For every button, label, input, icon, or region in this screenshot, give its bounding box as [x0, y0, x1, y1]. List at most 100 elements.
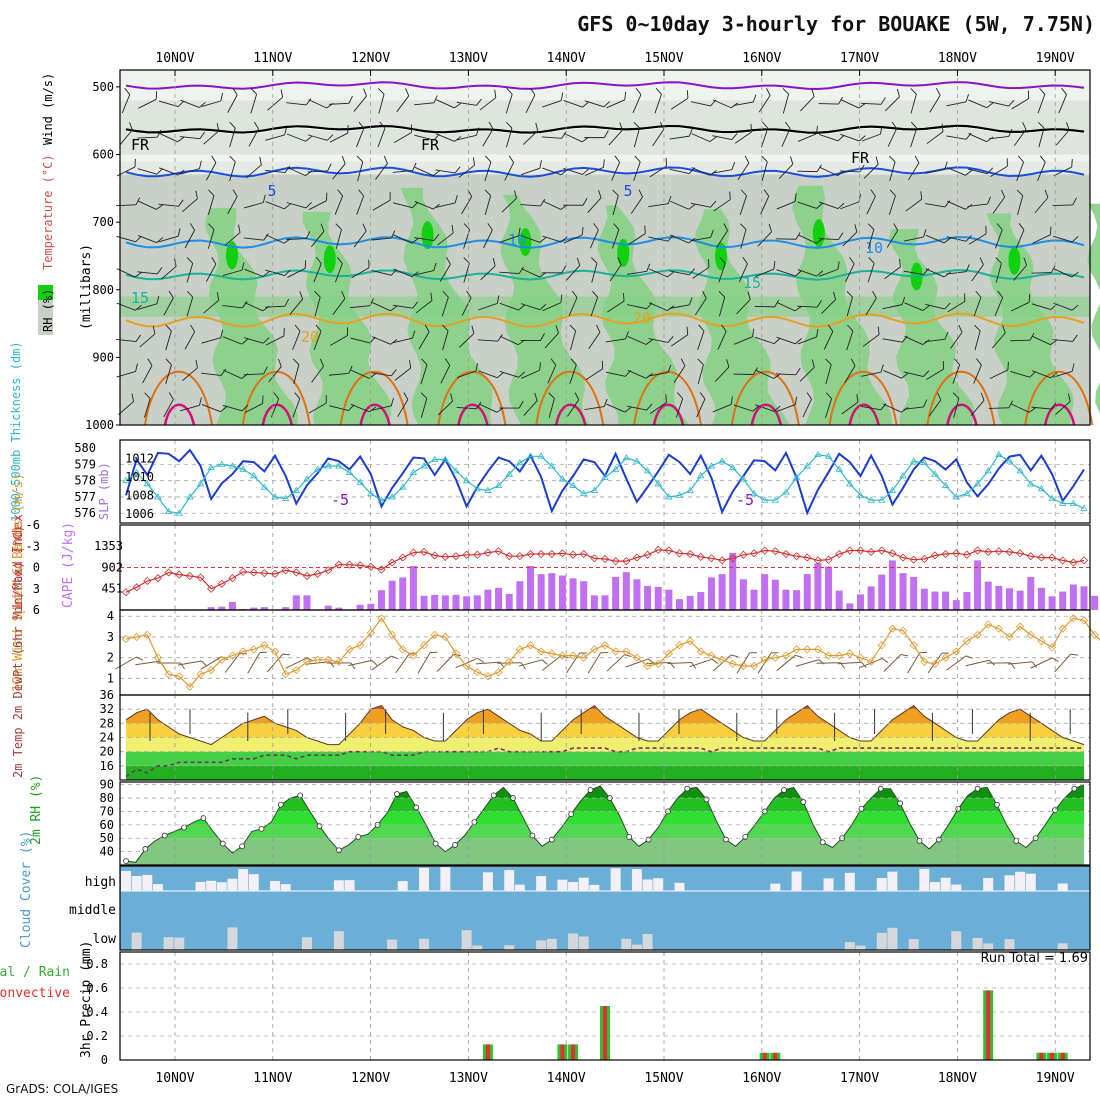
wind-barb-flag	[539, 236, 547, 243]
wind-barb-flag	[347, 124, 349, 134]
wind-barb-shaft	[506, 127, 513, 148]
wind-barb-flag	[358, 121, 365, 129]
wind-barb	[1015, 223, 1025, 249]
wind-barb-flag	[667, 336, 674, 343]
wind-barb-shaft	[378, 94, 385, 114]
thickness-marker	[260, 483, 269, 490]
rh-plume	[986, 213, 1074, 425]
wind-barb	[184, 223, 195, 249]
wind-barb-flag	[178, 199, 184, 207]
surface-wind-flag	[711, 658, 719, 664]
wind-barb-flag	[806, 392, 812, 400]
wind-barb-shaft	[505, 94, 513, 114]
wind-barb-flag	[646, 403, 653, 411]
thickness-marker	[909, 457, 918, 464]
cloud-low-block	[876, 932, 887, 950]
wind-barb	[797, 269, 824, 277]
wind-speed-marker	[430, 630, 439, 639]
wind-barb	[608, 122, 623, 146]
wind-barb-flag	[446, 257, 451, 265]
wind-barb-flag	[315, 324, 322, 332]
wind-barb-shaft	[648, 268, 668, 278]
wind-speed-marker	[398, 645, 407, 654]
wind-barb	[884, 258, 901, 280]
li-marker	[898, 553, 908, 562]
wind-barb	[988, 400, 1014, 409]
thickness-marker	[441, 455, 450, 462]
wind-barb-shaft	[314, 296, 321, 317]
wind-barb-shaft	[203, 130, 220, 145]
wind-barb	[925, 268, 951, 278]
wind-barb	[313, 256, 322, 283]
cloud-high-block	[280, 884, 291, 891]
wind-barb	[925, 161, 948, 174]
cloud-low-block	[504, 945, 515, 950]
wind-barb-flag	[405, 88, 410, 96]
bottom-date-label: 18NOV	[938, 1071, 977, 1086]
surface-wind-shaft	[135, 660, 160, 666]
wind-barb-shaft	[334, 195, 344, 215]
wind-barb-flag	[702, 290, 707, 299]
thickness-marker	[345, 468, 354, 475]
wind-barb	[1016, 155, 1024, 181]
wind-barb	[159, 133, 185, 143]
wind-barb-shaft	[861, 133, 881, 142]
wind-barb-shaft	[652, 129, 665, 147]
wind-barb-shaft	[846, 296, 853, 317]
li-marker	[473, 550, 482, 559]
wind-barb	[461, 290, 472, 316]
cloud-low-block	[419, 938, 430, 950]
wind-barb-flag	[315, 256, 322, 264]
surface-wind-shaft	[518, 659, 543, 667]
wind-barb-shaft	[1011, 98, 1029, 110]
temp-band	[126, 705, 1084, 710]
wind-barb	[268, 358, 282, 383]
wind-barb-flag	[356, 155, 364, 163]
isotherm-25	[926, 370, 996, 426]
wind-barb-flag	[1071, 304, 1079, 311]
wind-barb	[137, 267, 163, 275]
surface-wind-barb	[566, 652, 587, 674]
wind-barb-shaft	[973, 297, 982, 317]
wind-barb	[372, 192, 391, 211]
wind-barb-shaft	[563, 167, 583, 175]
y-label-precip-conv: Convective	[0, 986, 70, 1001]
surface-wind-flag	[795, 654, 803, 658]
li-marker	[292, 568, 301, 577]
cloud-high-block	[142, 874, 153, 891]
cape-bar	[707, 577, 715, 610]
wind-barb	[115, 197, 141, 207]
wind-barb-shaft	[690, 202, 711, 208]
wind-barb-shaft	[778, 163, 794, 180]
isotherm-label: 20	[301, 328, 319, 346]
wind-barb	[782, 88, 790, 114]
wind-barb-shaft	[924, 338, 945, 343]
wind-barb-shaft	[292, 331, 301, 350]
wind-barb-flag	[211, 256, 217, 265]
wind-barb-flag	[624, 91, 627, 100]
wind-barb-shaft	[713, 199, 731, 212]
wind-barb	[165, 358, 172, 384]
li-marker	[515, 552, 524, 561]
wind-speed-marker	[749, 661, 759, 671]
wind-barb-shaft	[420, 364, 428, 384]
thickness-tick-label: 580	[74, 441, 96, 455]
thickness-marker	[473, 485, 481, 492]
wind-barb-shaft	[414, 166, 434, 176]
cloud-high-block	[504, 870, 515, 891]
wind-barb	[328, 95, 353, 105]
wind-barb	[437, 224, 454, 246]
surface-wind-shaft	[667, 662, 692, 664]
li-marker	[451, 552, 461, 561]
wind-barb-shaft	[760, 195, 770, 215]
wind-barb-shaft	[350, 369, 370, 379]
thickness-marker	[590, 486, 599, 493]
wind-barb-shaft	[717, 331, 727, 350]
cloud-low-block	[461, 930, 472, 950]
wind-barb-flag	[1002, 325, 1006, 334]
wind-barb-flag	[383, 155, 388, 164]
wind-barb	[584, 100, 611, 108]
wind-barb-flag	[283, 327, 285, 336]
wind-barb-flag	[250, 88, 257, 95]
wind-barb-shaft	[245, 164, 262, 179]
